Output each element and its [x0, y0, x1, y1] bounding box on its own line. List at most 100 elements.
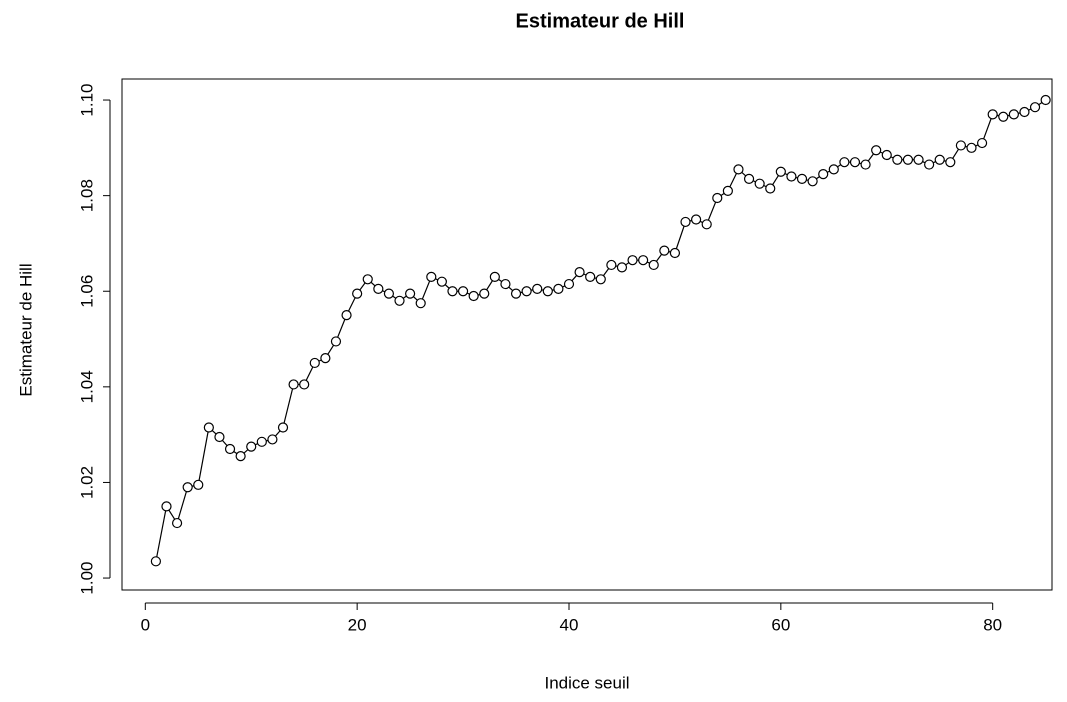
data-point — [373, 283, 384, 294]
data-point — [786, 171, 797, 182]
data-point — [881, 149, 892, 161]
data-point — [224, 443, 236, 455]
data-point — [489, 271, 500, 282]
data-point — [447, 286, 458, 297]
y-tick-label: 1.02 — [77, 466, 96, 499]
data-point — [892, 154, 903, 165]
chart-title: Estimateur de Hill — [516, 10, 685, 32]
data-point — [765, 183, 776, 194]
data-point — [585, 271, 596, 282]
data-point — [1040, 94, 1051, 106]
x-tick-label: 80 — [983, 615, 1002, 634]
data-point — [913, 154, 924, 165]
y-tick-label: 1.00 — [77, 562, 96, 595]
data-point — [796, 173, 808, 185]
x-axis-label: Indice seuil — [544, 673, 629, 692]
data-point — [246, 441, 257, 452]
data-point — [839, 157, 850, 168]
x-tick-label: 40 — [560, 615, 579, 634]
data-point — [606, 259, 617, 271]
data-point — [976, 137, 988, 149]
data-point — [426, 271, 437, 282]
data-point — [902, 154, 914, 165]
data-point — [542, 286, 553, 297]
data-point — [309, 357, 320, 369]
data-point — [330, 336, 342, 347]
plot-box — [121, 78, 1053, 591]
data-point — [150, 556, 161, 567]
data-point — [1029, 102, 1041, 113]
data-point — [161, 501, 172, 512]
data-point — [733, 164, 744, 175]
y-tick-label: 1.08 — [77, 179, 96, 212]
data-point — [171, 517, 183, 529]
data-point — [362, 274, 373, 285]
data-point — [659, 245, 670, 256]
data-point — [320, 353, 331, 364]
data-point — [532, 283, 543, 294]
data-point — [193, 479, 204, 490]
data-point — [267, 434, 278, 445]
data-point — [616, 262, 628, 273]
data-point — [341, 310, 352, 321]
data-point — [457, 286, 469, 297]
data-point — [553, 283, 564, 294]
data-point — [955, 140, 967, 151]
data-point — [436, 276, 447, 287]
data-point — [924, 159, 935, 170]
data-point — [510, 288, 522, 299]
y-tick-label: 1.10 — [77, 83, 96, 116]
data-point — [818, 169, 829, 180]
data-point — [966, 142, 977, 153]
data-point — [775, 166, 786, 177]
y-tick-label: 1.06 — [77, 275, 96, 308]
data-point — [235, 451, 246, 462]
data-point — [288, 379, 299, 390]
data-point — [563, 278, 575, 290]
data-point — [743, 173, 755, 185]
data-point — [987, 109, 998, 120]
data-point — [405, 288, 416, 299]
data-point — [256, 436, 267, 447]
data-point — [394, 295, 405, 306]
data-point — [574, 267, 585, 278]
data-point — [691, 214, 702, 225]
data-point — [828, 164, 839, 175]
data-point — [680, 216, 691, 228]
data-point — [669, 247, 681, 259]
data-point — [945, 157, 956, 168]
data-point — [595, 274, 606, 285]
data-point — [871, 145, 882, 156]
data-point — [182, 482, 193, 493]
data-point — [934, 154, 945, 165]
data-point — [352, 288, 363, 299]
data-point — [638, 255, 649, 266]
data-point — [701, 219, 712, 230]
data-point — [860, 159, 871, 170]
data-point — [722, 185, 733, 196]
x-tick-label: 20 — [348, 615, 367, 634]
y-tick-label: 1.04 — [77, 370, 96, 403]
data-point — [383, 288, 395, 299]
data-point — [627, 255, 638, 266]
data-point — [648, 259, 659, 271]
data-line — [155, 99, 1046, 562]
y-axis-label: Estimateur de Hill — [16, 263, 35, 396]
data-point — [479, 288, 490, 299]
data-point — [1019, 106, 1030, 118]
data-point — [1008, 109, 1019, 120]
data-point — [712, 192, 723, 204]
x-tick-label: 60 — [771, 615, 790, 634]
data-point — [521, 286, 532, 297]
data-point — [998, 111, 1009, 122]
data-point — [849, 157, 861, 168]
data-point — [299, 379, 310, 390]
data-point — [807, 176, 818, 187]
data-point — [415, 298, 426, 309]
data-point — [500, 278, 511, 290]
data-point — [754, 178, 765, 189]
x-tick-label: 0 — [141, 615, 150, 634]
data-point — [203, 422, 214, 433]
data-point — [277, 422, 289, 433]
